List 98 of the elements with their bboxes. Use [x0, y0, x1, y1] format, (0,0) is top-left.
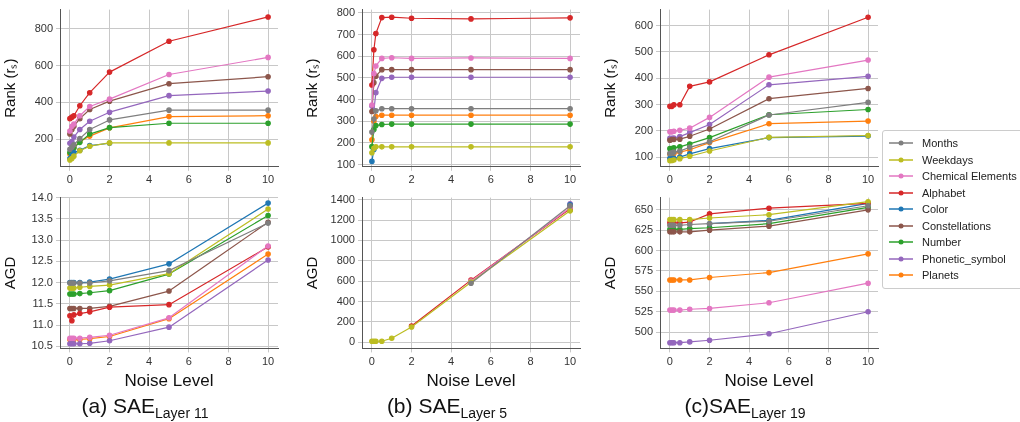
y-tick-label: 100: [336, 157, 355, 170]
y-axis-title: Rank (rₛ): [303, 58, 321, 118]
y-axis-title: AGD: [601, 256, 619, 290]
y-tick-label: 200: [634, 123, 653, 136]
x-tick-label: 2: [706, 355, 713, 368]
legend-label: Phonetic_symbol: [922, 252, 1006, 265]
y-tick-label: 11.0: [32, 318, 53, 331]
x-axis-title: Noise Level: [124, 371, 214, 391]
legend-label: Color: [922, 203, 949, 216]
y-tick-label: 1000: [330, 233, 355, 246]
x-tick-label: 2: [408, 355, 415, 368]
y-tick-label: 13.0: [31, 233, 53, 246]
x-tick-label: 0: [66, 355, 73, 368]
x-tick-label: 0: [368, 173, 375, 186]
x-tick-label: 4: [146, 173, 153, 186]
legend-label: Number: [922, 236, 962, 249]
legend-label: Planets: [922, 269, 959, 282]
y-tick-label: 600: [34, 58, 53, 71]
y-tick-label: 500: [634, 325, 653, 338]
y-tick-label: 625: [634, 223, 653, 236]
y-tick-label: 525: [634, 304, 653, 317]
legend-label: Alphabet: [922, 186, 966, 199]
x-tick-label: 8: [527, 355, 534, 368]
x-tick-label: 6: [785, 173, 792, 186]
y-tick-label: 200: [34, 132, 53, 145]
x-tick-label: 0: [368, 355, 375, 368]
y-tick-label: 12.0: [31, 275, 53, 288]
x-tick-label: 6: [785, 355, 792, 368]
y-tick-label: 0: [348, 335, 355, 348]
y-tick-label: 800: [336, 5, 355, 18]
y-tick-label: 600: [634, 18, 653, 31]
y-tick-label: 600: [336, 49, 355, 62]
x-tick-label: 10: [563, 355, 577, 368]
x-tick-label: 2: [706, 173, 713, 186]
x-tick-label: 8: [225, 355, 232, 368]
x-tick-label: 0: [666, 355, 673, 368]
legend-label: Months: [922, 137, 959, 150]
y-tick-label: 600: [336, 274, 355, 287]
y-tick-label: 400: [34, 95, 53, 108]
legend-label: Weekdays: [922, 153, 974, 166]
y-tick-label: 650: [634, 202, 653, 215]
text: (c)SAE$_{Layer 19}$: [683, 394, 807, 422]
y-tick-label: 550: [634, 284, 653, 297]
x-tick-label: 0: [66, 173, 73, 186]
x-tick-label: 6: [487, 173, 494, 186]
x-tick-label: 4: [746, 173, 753, 186]
x-tick-label: 4: [146, 355, 153, 368]
x-tick-label: 4: [746, 355, 753, 368]
x-axis-title: Noise Level: [426, 371, 516, 391]
x-tick-label: 0: [666, 173, 673, 186]
y-tick-label: 800: [336, 253, 355, 266]
y-tick-label: 300: [336, 114, 355, 127]
x-tick-label: 4: [448, 355, 455, 368]
text: (a) SAE$_{Layer 11}$: [80, 394, 210, 422]
x-tick-label: 8: [527, 173, 534, 186]
x-tick-label: 6: [185, 173, 192, 186]
x-tick-label: 2: [408, 173, 415, 186]
x-tick-label: 6: [185, 355, 192, 368]
x-tick-label: 10: [861, 173, 875, 186]
x-tick-label: 4: [448, 173, 455, 186]
y-tick-label: 600: [634, 243, 653, 256]
y-axis-title: AGD: [1, 256, 19, 290]
legend-label: Constellations: [922, 219, 992, 232]
y-tick-label: 14.0: [31, 190, 53, 203]
x-tick-label: 10: [261, 173, 275, 186]
y-tick-label: 13.5: [31, 211, 53, 224]
y-tick-label: 500: [336, 70, 355, 83]
y-axis-title: Rank (rₛ): [601, 58, 619, 118]
y-tick-label: 400: [336, 92, 355, 105]
y-axis-title: AGD: [303, 256, 321, 290]
y-tick-label: 700: [336, 27, 355, 40]
y-tick-label: 200: [336, 135, 355, 148]
y-tick-label: 200: [336, 314, 355, 327]
x-tick-label: 6: [487, 355, 494, 368]
x-tick-label: 10: [861, 355, 875, 368]
x-tick-label: 10: [261, 355, 275, 368]
y-tick-label: 400: [336, 294, 355, 307]
y-tick-label: 12.5: [31, 254, 53, 267]
legend-label: Chemical Elements: [922, 170, 1017, 183]
x-tick-label: 2: [106, 355, 113, 368]
y-axis-title: Rank (rₛ): [1, 58, 19, 118]
x-tick-label: 10: [563, 173, 577, 186]
x-axis-title: Noise Level: [724, 371, 814, 391]
y-tick-label: 800: [34, 21, 53, 34]
y-tick-label: 100: [634, 150, 653, 163]
y-tick-label: 300: [634, 97, 653, 110]
x-tick-label: 8: [825, 173, 832, 186]
text: (b) SAE$_{Layer 5}$: [385, 394, 509, 422]
y-tick-label: 1400: [330, 192, 355, 205]
y-tick-label: 10.5: [31, 339, 53, 352]
x-tick-label: 2: [106, 173, 113, 186]
y-tick-label: 575: [634, 263, 653, 276]
x-tick-label: 8: [825, 355, 832, 368]
y-tick-label: 400: [634, 71, 653, 84]
x-tick-label: 8: [225, 173, 232, 186]
y-tick-label: 500: [634, 44, 653, 57]
y-tick-label: 11.5: [32, 296, 53, 309]
y-tick-label: 1200: [330, 213, 355, 226]
